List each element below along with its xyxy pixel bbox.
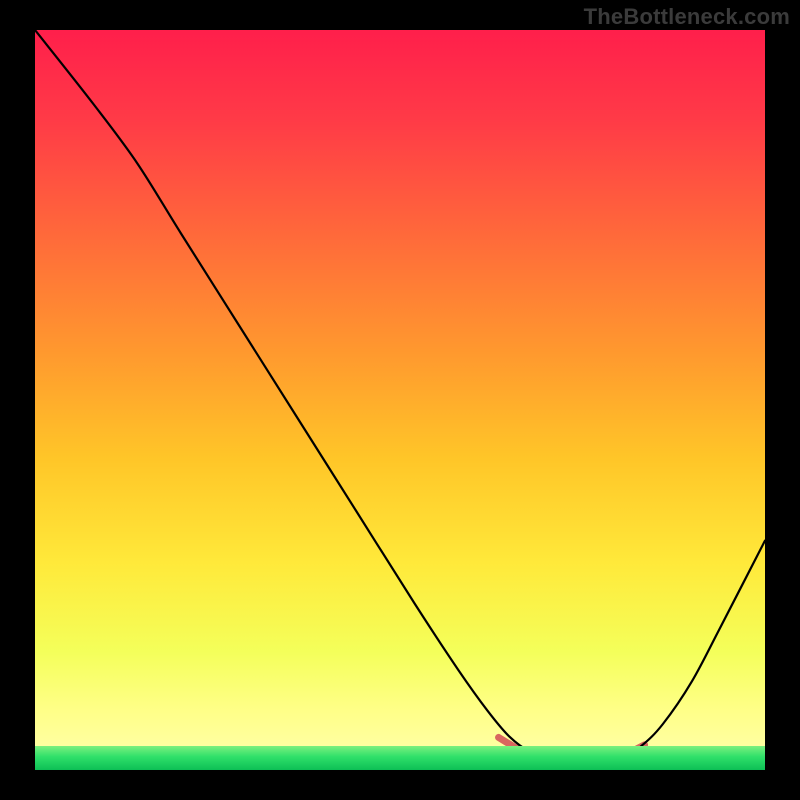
plot-area — [35, 30, 765, 770]
watermark-text: TheBottleneck.com — [584, 4, 790, 30]
chart-frame: TheBottleneck.com — [0, 0, 800, 800]
bottom-green-band — [35, 746, 765, 770]
bottleneck-curve — [35, 30, 765, 767]
plot-svg — [35, 30, 765, 770]
